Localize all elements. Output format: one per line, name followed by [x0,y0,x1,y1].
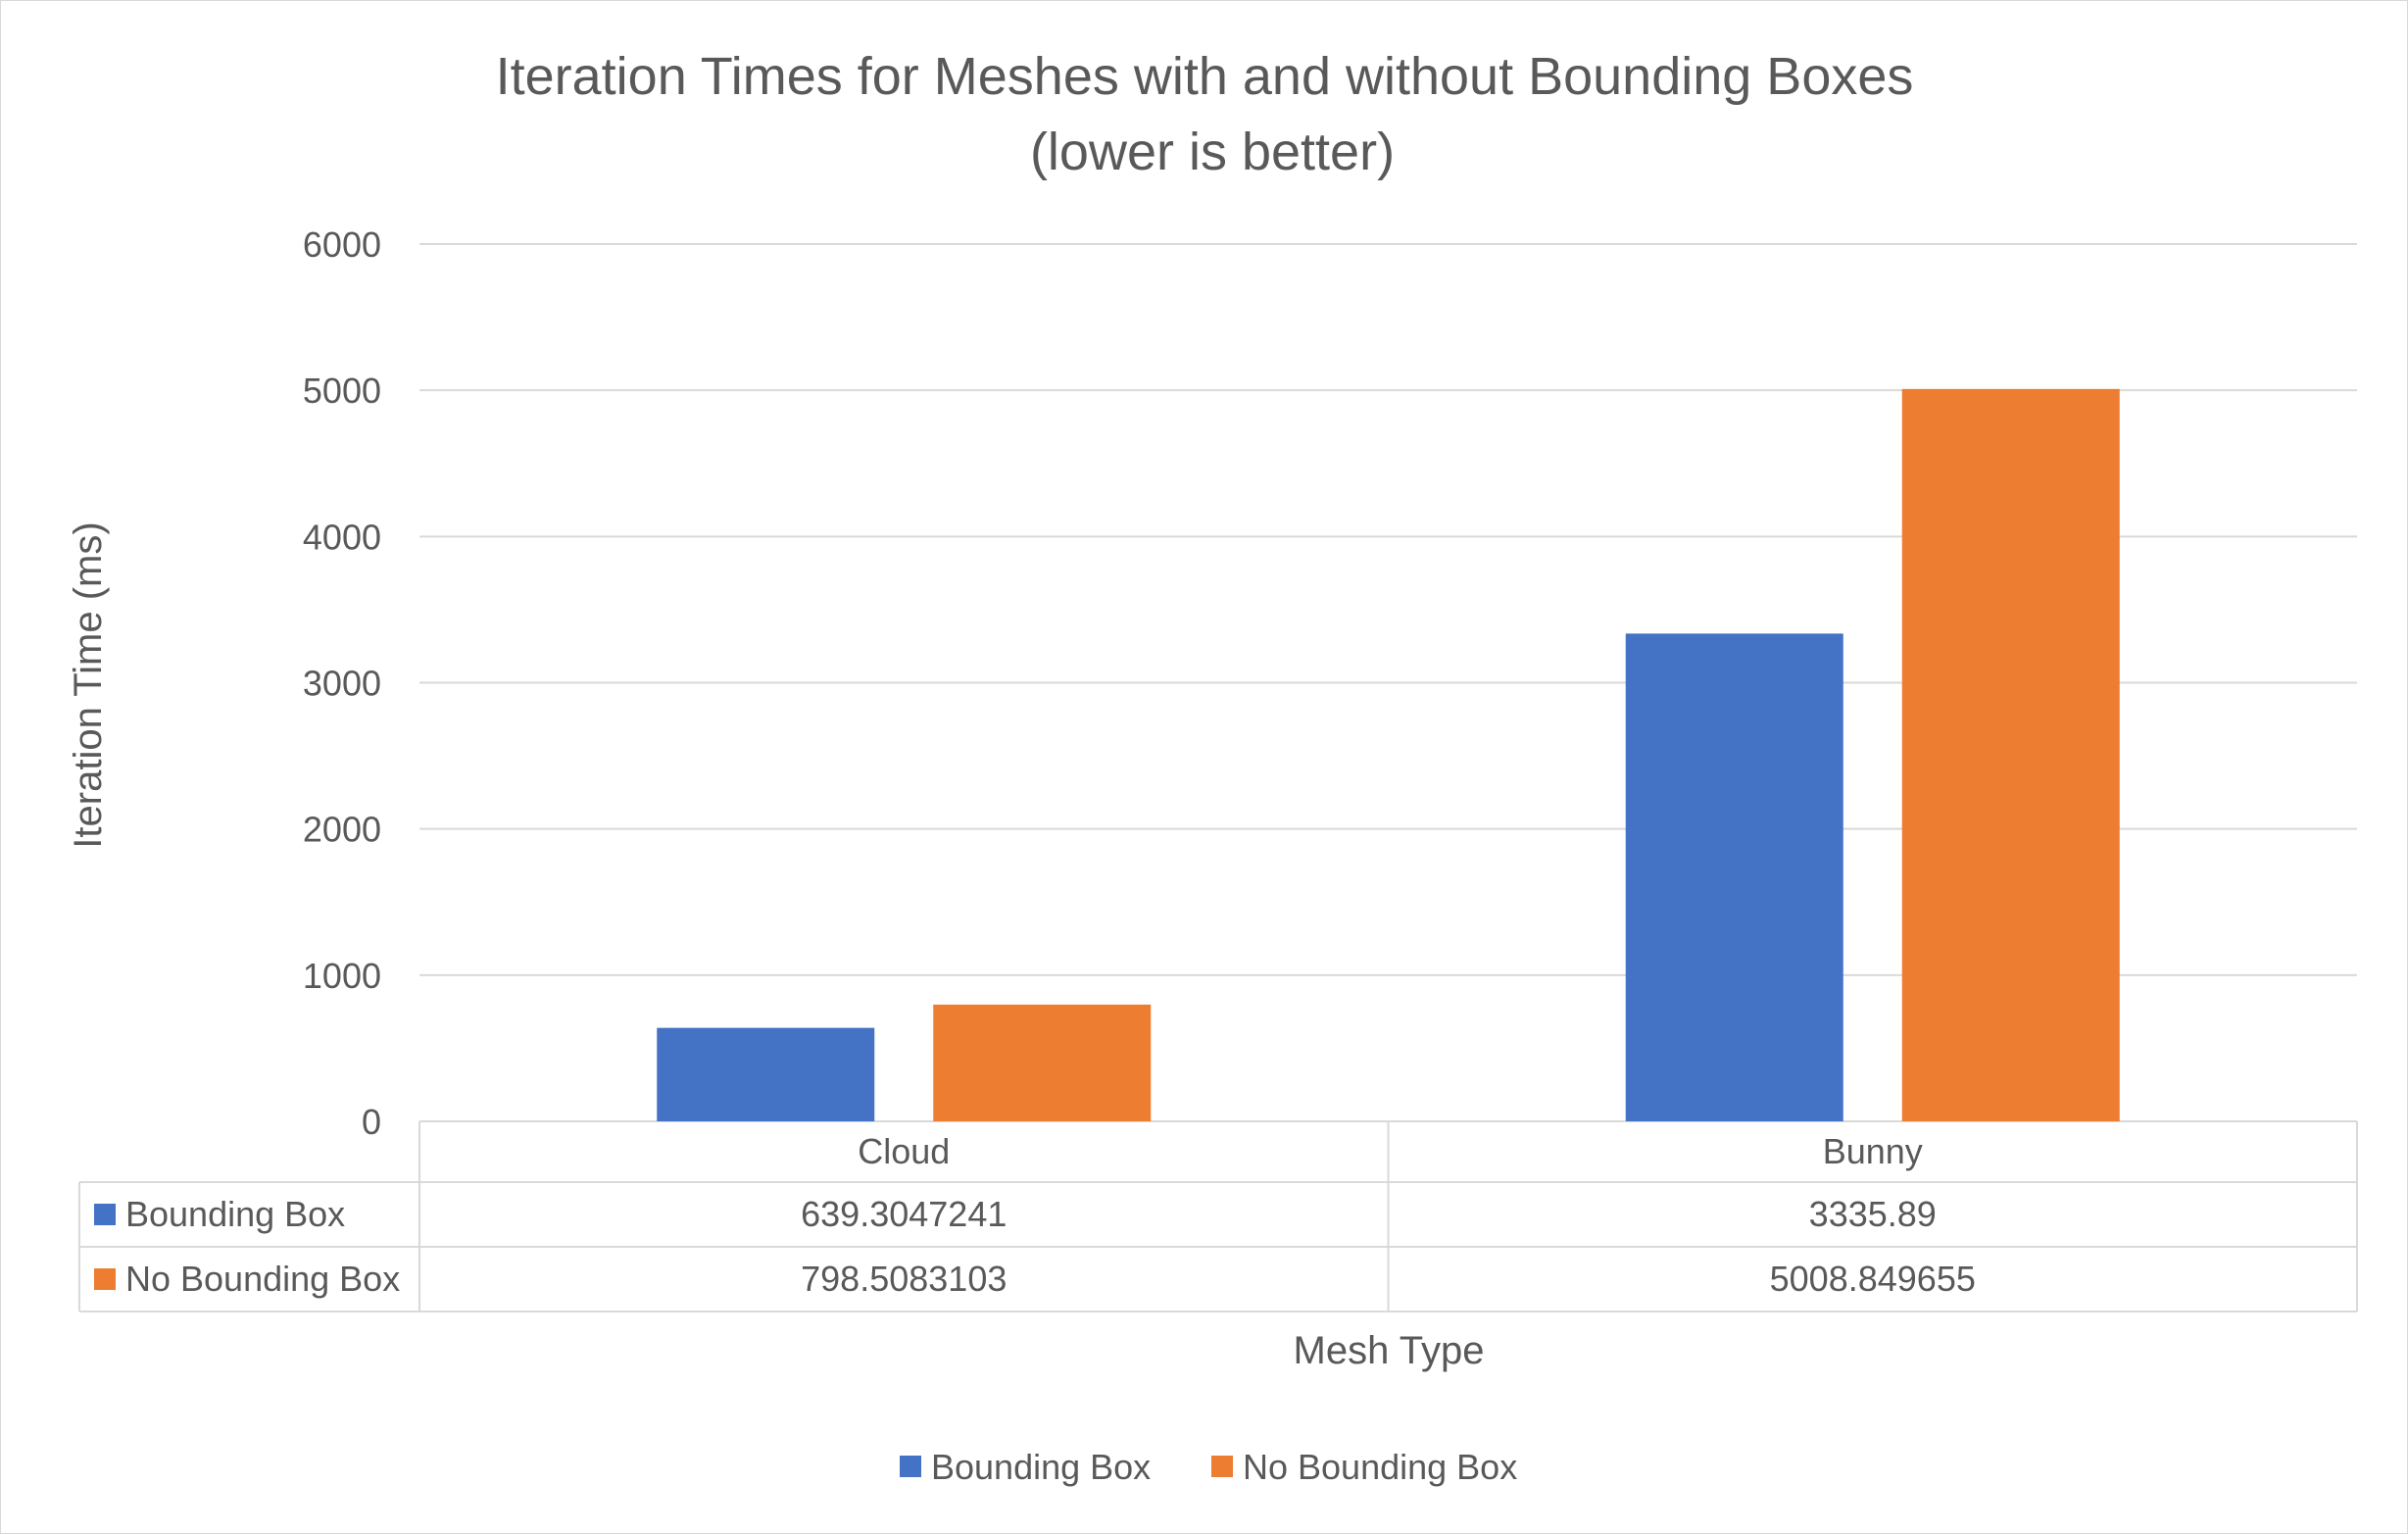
y-axis-ticks: 0 1000 2000 3000 4000 5000 6000 [303,224,381,1142]
table-cell: 5008.849655 [1770,1259,1976,1299]
table-row-header: No Bounding Box [125,1259,400,1299]
table-cell: 3335.89 [1809,1194,1937,1234]
bars [657,388,2120,1122]
x-category-label: Cloud [858,1131,950,1171]
legend-swatch [900,1456,921,1477]
bar-bunny-bounding-box [1625,633,1843,1121]
y-tick-label: 5000 [303,371,381,411]
y-tick-label: 2000 [303,810,381,850]
gridlines [419,243,2357,1122]
legend-swatch [1211,1456,1233,1477]
x-category-label: Bunny [1823,1131,1923,1171]
legend-label: No Bounding Box [1243,1447,1517,1487]
x-axis-title: Mesh Type [1294,1329,1485,1372]
y-tick-label: 0 [362,1102,381,1142]
bar-cloud-bounding-box [657,1027,875,1121]
table-legend-key [94,1204,116,1225]
table-cell: 639.3047241 [801,1194,1007,1234]
bar-bunny-no-bounding-box [1901,388,2120,1122]
y-tick-label: 1000 [303,956,381,996]
legend: Bounding Box No Bounding Box [900,1447,1517,1487]
data-table: Cloud Bunny Bounding Box 639.3047241 3335.89… [78,1121,2358,1312]
legend-label: Bounding Box [931,1447,1151,1487]
table-cell: 798.5083103 [801,1259,1007,1299]
bar-cloud-no-bounding-box [933,1004,1152,1121]
chart-subtitle: (lower is better) [1030,123,1395,181]
chart-title: Iteration Times for Meshes with and with… [496,47,1914,106]
y-tick-label: 4000 [303,517,381,557]
y-tick-label: 6000 [303,224,381,265]
table-row-header: Bounding Box [125,1194,345,1234]
table-legend-key [94,1268,116,1290]
y-tick-label: 3000 [303,664,381,704]
y-axis-title: Iteration Time (ms) [67,521,110,848]
